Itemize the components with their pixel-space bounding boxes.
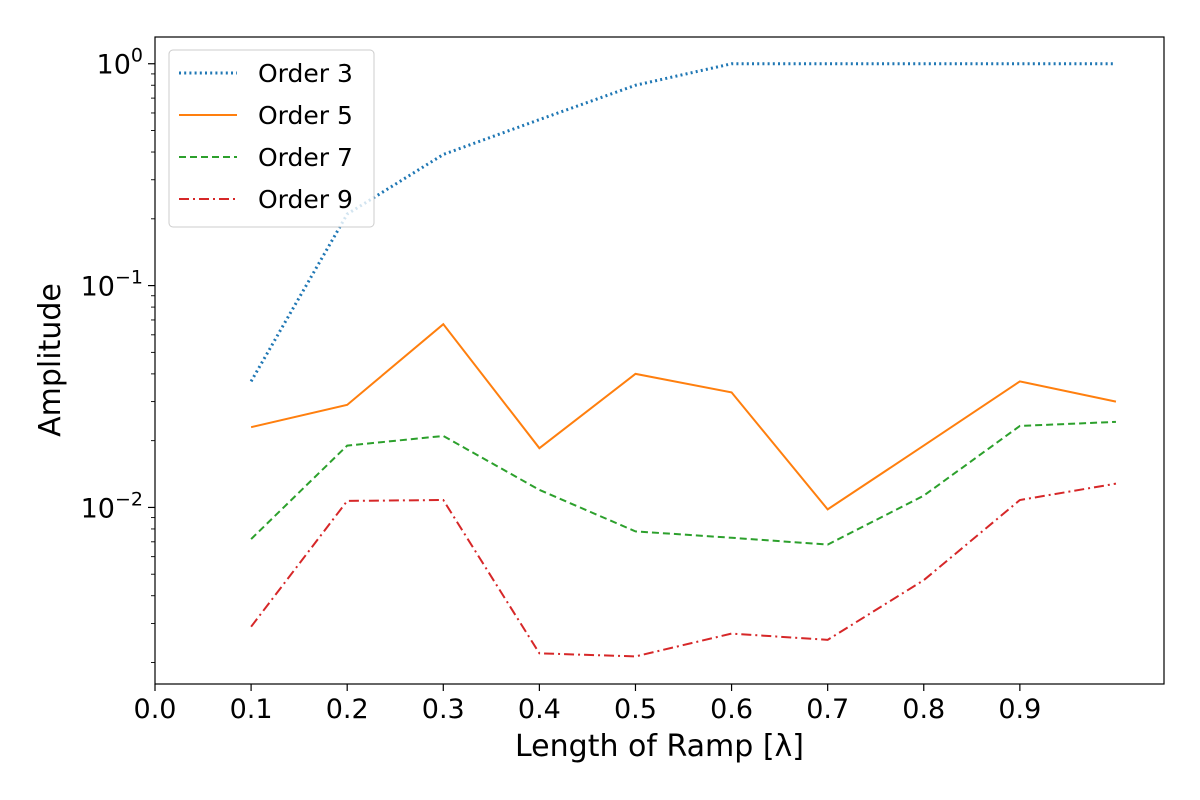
x-tick-label: 0.3 xyxy=(422,694,465,725)
x-tick-label: 0.0 xyxy=(134,694,177,725)
legend-label: Order 7 xyxy=(258,143,353,172)
legend-box xyxy=(168,49,375,228)
plot-frame xyxy=(154,36,1165,685)
legend-label: Order 5 xyxy=(258,101,353,130)
y-tick-exponent: −1 xyxy=(115,267,143,289)
y-tick-exponent: −2 xyxy=(115,488,143,510)
y-tick-base: 10 xyxy=(81,272,115,303)
x-tick-label: 0.2 xyxy=(326,694,369,725)
y-tick-label: 10−2 xyxy=(81,488,143,524)
legend: Order 3 Order 5 Order 7 Order 9 xyxy=(168,49,375,228)
y-tick-label: 10−1 xyxy=(81,267,143,303)
y-tick-base: 10 xyxy=(97,50,131,81)
x-tick-label: 0.1 xyxy=(230,694,273,725)
x-axis: 0.0 0.1 0.2 0.3 0.4 0.5 0.6 0.7 0.8 0.9 xyxy=(134,684,1041,725)
y-axis-title: Amplitude xyxy=(33,283,68,437)
series-line-order-5 xyxy=(250,322,1117,511)
series-line-order-9 xyxy=(250,482,1117,658)
legend-label: Order 9 xyxy=(258,185,353,214)
series-line-order-7 xyxy=(250,420,1116,546)
series-line-order-3 xyxy=(249,62,1116,383)
series-lines xyxy=(249,62,1117,658)
y-tick-base: 10 xyxy=(81,493,115,524)
legend-label: Order 3 xyxy=(258,59,353,88)
x-axis-title: Length of Ramp [λ] xyxy=(515,729,804,764)
y-tick-exponent: 0 xyxy=(131,45,143,67)
plot-area xyxy=(249,62,1117,658)
x-tick-label: 0.4 xyxy=(518,694,561,725)
y-tick-label: 100 xyxy=(97,45,143,81)
x-tick-label: 0.7 xyxy=(806,694,849,725)
x-tick-label: 0.9 xyxy=(998,694,1041,725)
x-tick-label: 0.8 xyxy=(902,694,945,725)
x-tick-label: 0.6 xyxy=(710,694,753,725)
x-tick-label: 0.5 xyxy=(614,694,657,725)
